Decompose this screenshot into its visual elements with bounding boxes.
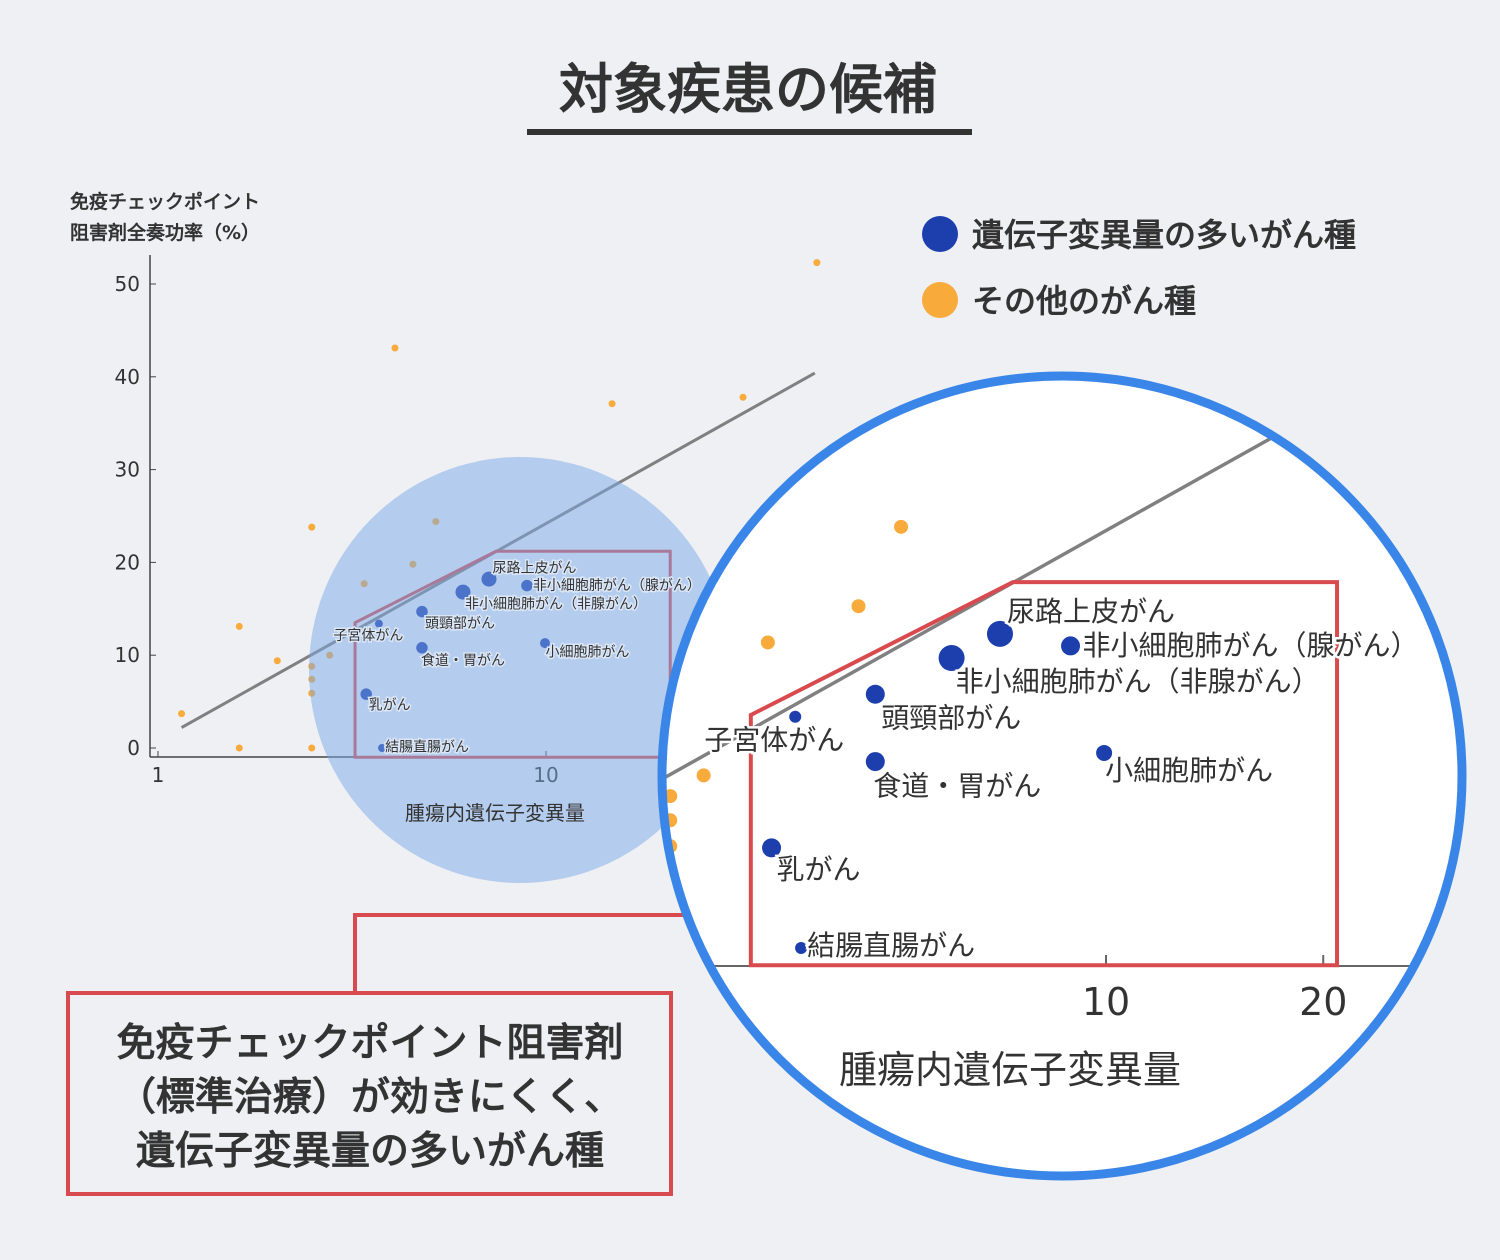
y-tick-label: 50	[115, 272, 140, 296]
y-axis-title-line1: 免疫チェックポイント	[70, 190, 260, 213]
y-tick-label: 20	[115, 550, 140, 574]
other-cancer-point	[1466, 289, 1480, 303]
other-cancer-point	[739, 393, 747, 401]
page-title: 対象疾患の候補	[559, 58, 937, 121]
point-label: 頭頸部がん	[881, 701, 1021, 734]
other-cancer-point	[818, 197, 832, 211]
high-tmb-point	[938, 645, 965, 672]
magnifier-lens	[309, 457, 731, 883]
y-tick-label: 10	[115, 643, 140, 667]
high-tmb-point	[865, 684, 885, 704]
magnified-x-tick-label: 10	[1082, 980, 1130, 1024]
magnified-x-axis-title: 腫瘍内遺伝子変異量	[839, 1048, 1181, 1092]
callout-line-1: 免疫チェックポイント阻害剤	[116, 1021, 623, 1066]
point-label: 子宮体がん	[704, 724, 844, 757]
point-label: 非小細胞肺がん（腺がん）	[1083, 629, 1419, 662]
x-tick-label: 1	[152, 763, 165, 787]
title-underline	[527, 129, 972, 135]
high-tmb-point	[986, 620, 1013, 647]
high-tmb-point	[795, 942, 808, 954]
other-cancer-point	[421, 877, 435, 891]
highlight-region	[748, 580, 1340, 968]
point-label: 結腸直腸がん	[807, 929, 975, 962]
other-cancer-point	[696, 768, 711, 783]
high-tmb-point	[865, 752, 885, 772]
y-tick-label: 40	[115, 365, 140, 389]
point-label: 乳がん	[369, 698, 411, 714]
legend-label-high-tmb: 遺伝子変異量の多いがん種	[972, 216, 1356, 254]
legend-marker-high-tmb	[922, 216, 958, 252]
high-tmb-point	[789, 710, 802, 723]
point-label: 非小細胞肺がん（腺がん）	[533, 578, 701, 594]
high-tmb-point	[762, 838, 782, 858]
high-tmb-point	[1096, 744, 1113, 761]
point-label: 非小細胞肺がん（非腺がん）	[956, 665, 1320, 698]
x-axis-title: 腫瘍内遺伝子変異量	[405, 801, 585, 825]
point-label: 非小細胞肺がん（非腺がん）	[465, 597, 647, 613]
other-cancer-point	[894, 519, 909, 534]
y-axis-title-line2: 阻害剤全奏功率（%）	[70, 221, 260, 244]
point-label: 頭頸部がん	[425, 616, 495, 632]
other-cancer-point	[273, 657, 281, 665]
other-cancer-point	[663, 941, 678, 955]
callout-line-2: （標準治療）が効きにくく、	[117, 1075, 623, 1120]
high-tmb-point	[1061, 636, 1081, 656]
magnifier-ring	[657, 371, 1467, 1181]
other-cancer-point	[235, 622, 243, 630]
other-cancer-point	[308, 523, 316, 531]
legend-marker-other	[922, 282, 958, 318]
other-cancer-point	[851, 599, 866, 614]
overview-chart: 01020304050110尿路上皮がん非小細胞肺がん（腺がん）非小細胞肺がん（…	[115, 255, 821, 883]
other-cancer-point	[235, 744, 243, 752]
callout-line-3: 遺伝子変異量の多いがん種	[136, 1129, 604, 1174]
point-label: 小細胞肺がん	[545, 645, 629, 661]
point-label: 尿路上皮がん	[1007, 595, 1175, 628]
point-label: 尿路上皮がん	[492, 561, 576, 577]
other-cancer-point	[529, 941, 543, 955]
magnified-x-tick-label: 20	[1299, 980, 1347, 1024]
other-cancer-point	[608, 400, 616, 408]
other-cancer-point	[308, 744, 316, 752]
point-label: 子宮体がん	[333, 628, 403, 644]
point-label: 食道・胃がん	[873, 770, 1041, 803]
other-cancer-point	[1222, 301, 1236, 315]
magnifier-background	[662, 376, 1462, 1176]
callout-box	[66, 991, 673, 1196]
other-cancer-point	[760, 635, 775, 650]
callout-connector	[353, 913, 748, 993]
other-cancer-point	[813, 259, 821, 267]
point-label: 小細胞肺がん	[1105, 754, 1273, 787]
other-cancer-point	[391, 344, 399, 352]
point-label: 食道・胃がん	[421, 652, 505, 669]
other-cancer-point	[178, 710, 186, 718]
y-tick-label: 0	[127, 736, 140, 760]
y-tick-label: 30	[115, 458, 140, 482]
legend-label-other: その他のがん種	[972, 282, 1196, 320]
point-label: 結腸直腸がん	[385, 739, 469, 756]
point-label: 乳がん	[777, 853, 861, 886]
